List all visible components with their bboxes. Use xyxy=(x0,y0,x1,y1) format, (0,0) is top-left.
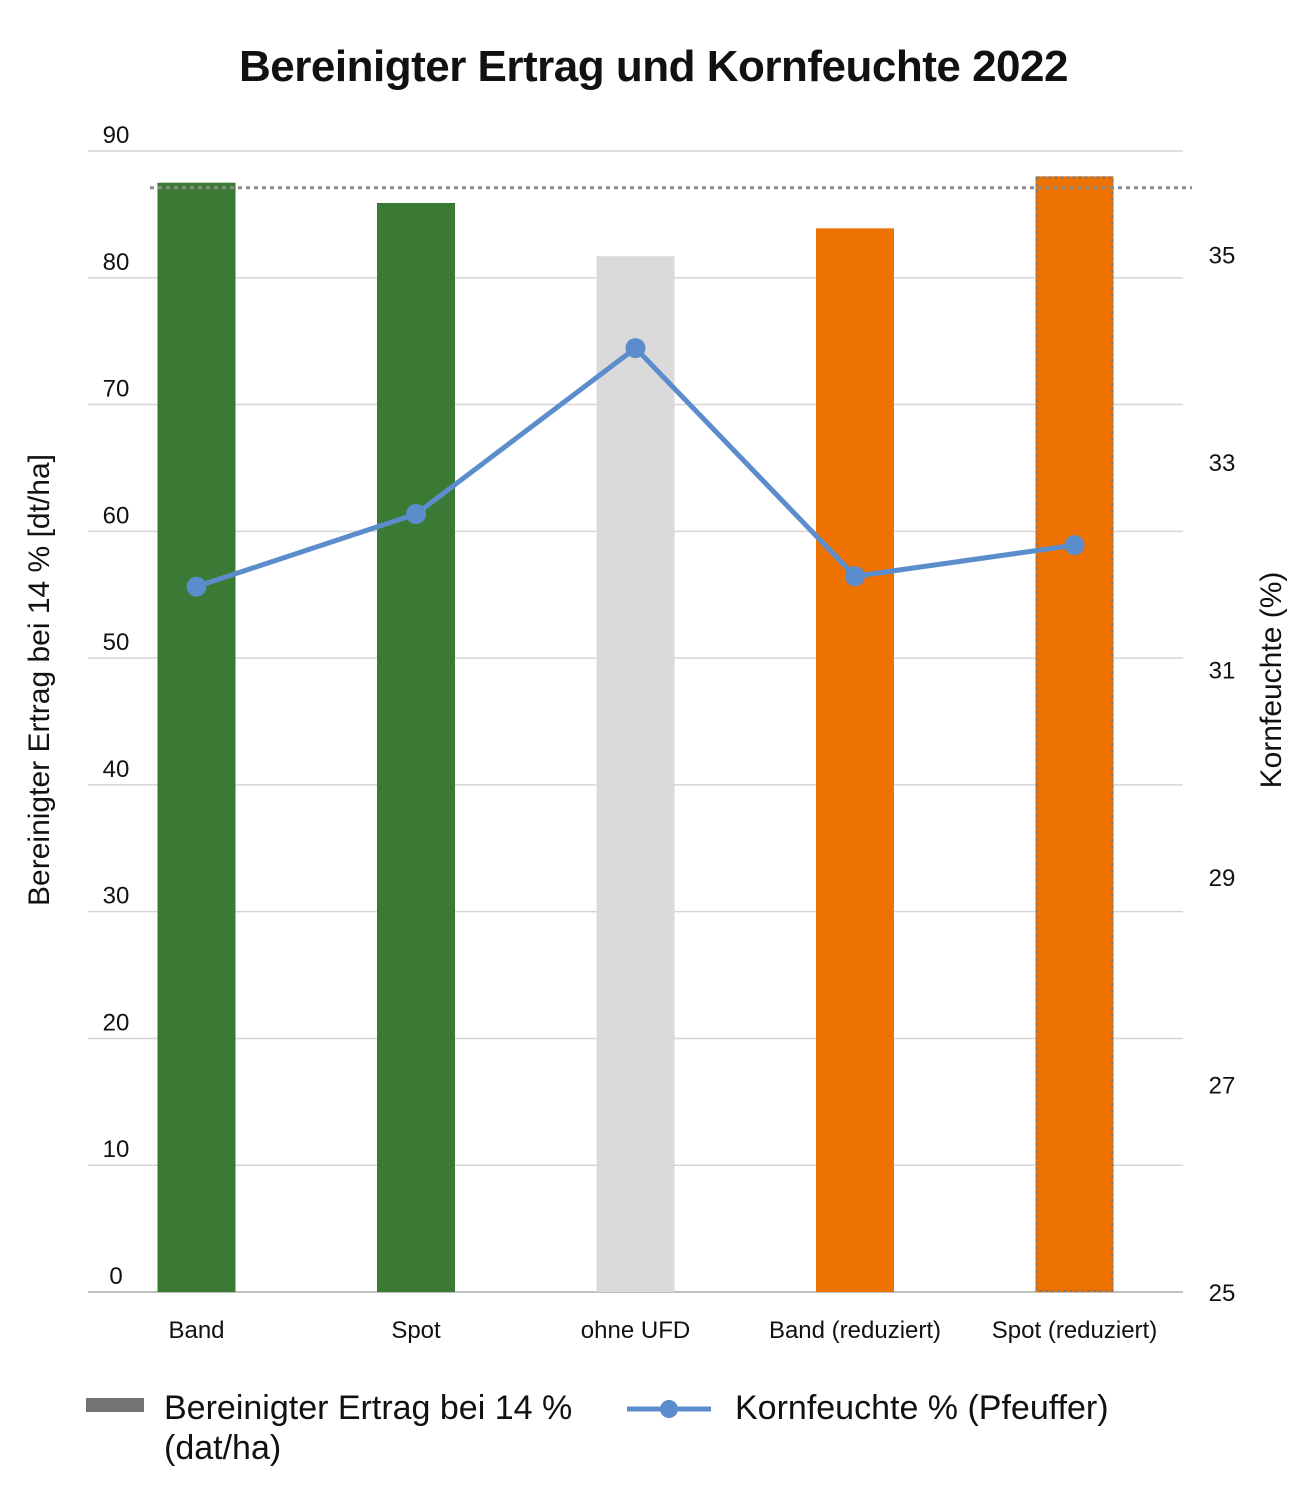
bar-5 xyxy=(1035,176,1114,1292)
left-tick-label: 20 xyxy=(103,1009,130,1036)
right-tick-label: 33 xyxy=(1209,450,1236,477)
left-tick-label: 0 xyxy=(109,1263,122,1290)
category-label: Band xyxy=(168,1317,224,1344)
legend-line-swatch xyxy=(627,1400,711,1418)
left-tick-label: 60 xyxy=(103,502,130,529)
legend-line-label: Kornfeuchte % (Pfeuffer) xyxy=(735,1389,1109,1427)
moisture-point-3 xyxy=(625,338,646,359)
chart-title: Bereinigter Ertrag und Kornfeuchte 2022 xyxy=(239,42,1068,91)
left-tick-label: 10 xyxy=(103,1136,130,1163)
category-labels: Band Spot ohne UFD Band (reduziert) Spot (re… xyxy=(168,1317,1157,1344)
right-tick-label: 27 xyxy=(1209,1073,1236,1100)
line-series xyxy=(186,338,1085,597)
bar-series xyxy=(157,176,1114,1292)
category-label: Spot (reduziert) xyxy=(992,1317,1157,1344)
right-tick-label: 29 xyxy=(1209,865,1236,892)
right-tick-label: 35 xyxy=(1209,243,1236,270)
left-axis-title: Bereinigter Ertrag bei 14 % [dt/ha] xyxy=(23,454,56,906)
moisture-point-1 xyxy=(186,576,207,597)
category-label: Band (reduziert) xyxy=(769,1317,941,1344)
moisture-point-5 xyxy=(1064,535,1085,556)
right-axis-ticks: 25 27 29 31 33 35 xyxy=(1209,243,1236,1307)
bar-4 xyxy=(816,228,894,1292)
chart-canvas: 0 10 20 30 40 50 60 70 80 90 25 27 29 31 33 35 Band Spo… xyxy=(23,122,1288,1344)
legend-bar-label: Bereinigter Ertrag bei 14 % (dat/ha) xyxy=(164,1389,573,1467)
left-tick-label: 90 xyxy=(103,122,130,149)
right-tick-label: 25 xyxy=(1209,1280,1236,1307)
right-tick-label: 31 xyxy=(1209,658,1236,685)
right-axis-title: Kornfeuchte (%) xyxy=(1255,572,1288,789)
category-label: Spot xyxy=(391,1317,441,1344)
left-tick-label: 40 xyxy=(103,756,130,783)
legend-bar-swatch xyxy=(86,1398,144,1412)
bar-2 xyxy=(377,202,455,1292)
left-tick-label: 30 xyxy=(103,883,130,910)
left-axis-ticks: 0 10 20 30 40 50 60 70 80 90 xyxy=(103,122,130,1290)
moisture-point-2 xyxy=(406,504,426,525)
left-tick-label: 50 xyxy=(103,629,130,656)
bar-1 xyxy=(157,182,236,1292)
category-label: ohne UFD xyxy=(581,1317,690,1344)
moisture-point-4 xyxy=(845,566,865,587)
bar-3 xyxy=(596,256,675,1292)
left-tick-label: 80 xyxy=(103,249,130,276)
bar-dotted-outline xyxy=(1035,176,1114,1292)
left-tick-label: 70 xyxy=(103,376,130,403)
